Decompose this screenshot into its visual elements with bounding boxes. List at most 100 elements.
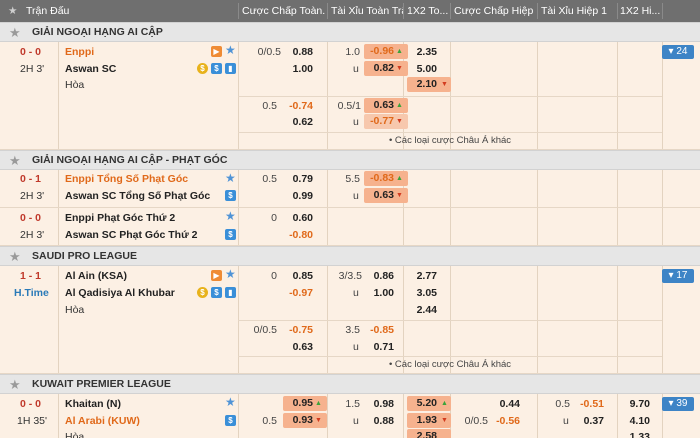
match-time: 2H 3' — [20, 190, 45, 202]
odds-1x2-home[interactable]: 5.20 — [407, 396, 451, 411]
odds-away-h1[interactable]: -0.56 — [496, 415, 520, 427]
dollar-icon[interactable]: $ — [197, 63, 208, 74]
ou-line: 3.5 — [345, 324, 360, 336]
odds-over[interactable]: 0.86 — [373, 270, 394, 282]
more-bets-link[interactable]: • Các loại cược Châu Á khác — [388, 135, 512, 146]
odds-1x2-home[interactable]: 2.35 — [416, 46, 437, 58]
odds-home[interactable]: -0.75 — [289, 324, 313, 336]
odds-home-h1[interactable]: 0.44 — [499, 398, 520, 410]
ou-under-label: u — [353, 116, 359, 128]
more-markets-badge[interactable]: ▾ 24 — [662, 45, 694, 59]
dollar-icon[interactable]: $ — [197, 287, 208, 298]
odds-1x2-away-h1[interactable]: 4.10 — [629, 415, 650, 427]
ou-line: 0.5/1 — [337, 100, 361, 112]
home-team[interactable]: Enppi Tổng Số Phạt Góc — [65, 173, 189, 185]
odds-home[interactable]: 0.95 — [283, 396, 327, 411]
odds-1x2-draw-h1[interactable]: 1.33 — [629, 431, 650, 438]
dollar-icon[interactable]: $ — [225, 229, 236, 240]
dollar-icon[interactable]: $ — [211, 287, 222, 298]
tv-icon[interactable]: ▶ — [211, 270, 222, 281]
odds-home[interactable]: -0.74 — [289, 100, 313, 112]
odds-under[interactable]: -0.77 — [364, 114, 408, 129]
away-team[interactable]: Aswan SC — [65, 63, 117, 75]
star-icon[interactable]: ★ — [9, 249, 21, 264]
handicap-line: 0 — [271, 270, 277, 282]
chart-icon[interactable]: ▮ — [225, 63, 236, 74]
odds-home[interactable]: 0.60 — [292, 212, 313, 224]
away-team[interactable]: Al Arabi (KUW) — [65, 415, 140, 427]
ou-line: 3/3.5 — [338, 270, 362, 282]
ou-under-label: u — [353, 190, 359, 202]
star-icon[interactable]: ★ — [9, 153, 21, 168]
odds-over[interactable]: 0.98 — [373, 398, 394, 410]
odds-under-h1[interactable]: 0.37 — [583, 415, 604, 427]
ou-line-h1: 0.5 — [555, 398, 570, 410]
home-team[interactable]: Khaitan (N) — [65, 398, 121, 410]
league-header[interactable]: ★ SAUDI PRO LEAGUE — [0, 246, 700, 266]
odds-1x2-away[interactable]: 5.00 — [416, 63, 437, 75]
match-score: 0 - 0 — [20, 398, 42, 410]
star-icon[interactable]: ★ — [225, 267, 236, 281]
odds-away[interactable]: 0.99 — [292, 190, 313, 202]
chart-icon[interactable]: ▮ — [225, 287, 236, 298]
odds-home[interactable]: 0.79 — [292, 173, 313, 185]
odds-1x2-home[interactable]: 2.77 — [416, 270, 437, 282]
match-score: 0 - 1 — [20, 173, 42, 185]
odds-under[interactable]: 0.82 — [364, 61, 408, 76]
league-header[interactable]: ★ GIẢI NGOẠI HẠNG AI CẬP — [0, 22, 700, 42]
away-team[interactable]: Aswan SC Phạt Góc Thứ 2 — [65, 229, 198, 241]
odds-away[interactable]: 1.00 — [292, 63, 313, 75]
home-team[interactable]: Al Ain (KSA) — [65, 270, 128, 282]
odds-over-h1[interactable]: -0.51 — [580, 398, 604, 410]
star-icon[interactable]: ★ — [9, 25, 21, 40]
away-team[interactable]: Aswan SC Tổng Số Phạt Góc — [65, 190, 211, 202]
star-icon[interactable]: ★ — [225, 395, 236, 409]
home-team[interactable]: Enppi — [65, 46, 95, 58]
tv-icon[interactable]: ▶ — [211, 46, 222, 57]
away-team[interactable]: Al Qadisiya Al Khubar — [65, 287, 175, 299]
odds-under[interactable]: 0.71 — [373, 341, 394, 353]
odds-away[interactable]: -0.97 — [289, 287, 313, 299]
odds-home[interactable]: 0.85 — [292, 270, 313, 282]
star-icon[interactable]: ★ — [225, 171, 236, 185]
ou-line: 5.5 — [345, 173, 360, 185]
handicap-line: 0/0.5 — [253, 324, 277, 336]
odds-1x2-away[interactable]: 1.93 — [407, 413, 451, 428]
league-header[interactable]: ★ GIẢI NGOẠI HẠNG AI CẬP - PHẠT GÓC — [0, 150, 700, 170]
handicap-line: 0.5 — [262, 100, 277, 112]
star-icon[interactable]: ★ — [225, 43, 236, 57]
odds-over[interactable]: -0.85 — [370, 324, 394, 336]
dollar-icon[interactable]: $ — [225, 190, 236, 201]
more-bets-link[interactable]: • Các loại cược Châu Á khác — [388, 359, 512, 370]
match-row: 0 - 0 1H 35' Khaitan (N) Al Arabi (KUW) … — [0, 394, 700, 438]
odds-home[interactable]: 0.88 — [292, 46, 313, 58]
more-markets-badge[interactable]: ▾ 39 — [662, 397, 694, 411]
league-header[interactable]: ★ KUWAIT PREMIER LEAGUE — [0, 374, 700, 394]
odds-away[interactable]: 0.63 — [292, 341, 313, 353]
odds-away[interactable]: 0.62 — [292, 116, 313, 128]
odds-1x2-draw[interactable]: 2.10 — [407, 77, 451, 92]
odds-1x2-draw[interactable]: 2.58 — [407, 429, 451, 438]
odds-under[interactable]: 0.63 — [364, 188, 408, 203]
star-icon[interactable]: ★ — [9, 377, 21, 392]
odds-over[interactable]: 0.63 — [364, 98, 408, 113]
odds-away[interactable]: -0.80 — [289, 229, 313, 241]
dollar-icon[interactable]: $ — [225, 415, 236, 426]
ou-line: 1.5 — [345, 398, 360, 410]
odds-1x2-draw[interactable]: 2.44 — [416, 304, 437, 316]
ou-under-label-h1: u — [563, 415, 569, 427]
odds-away[interactable]: 0.93 — [283, 413, 327, 428]
odds-over[interactable]: -0.83 — [364, 171, 408, 186]
dollar-icon[interactable]: $ — [211, 63, 222, 74]
star-icon[interactable]: ★ — [225, 209, 236, 223]
odds-1x2-home-h1[interactable]: 9.70 — [629, 398, 650, 410]
match-row: 0 - 1 2H 3' Enppi Tổng Số Phạt Góc Aswan… — [0, 170, 700, 208]
odds-1x2-away[interactable]: 3.05 — [416, 287, 437, 299]
odds-under[interactable]: 1.00 — [373, 287, 394, 299]
draw-label: Hòa — [65, 79, 85, 91]
league-name: SAUDI PRO LEAGUE — [32, 250, 138, 262]
more-markets-badge[interactable]: ▾ 17 — [662, 269, 694, 283]
home-team[interactable]: Enppi Phạt Góc Thứ 2 — [65, 212, 176, 224]
odds-under[interactable]: 0.88 — [373, 415, 394, 427]
odds-over[interactable]: -0.96 — [364, 44, 408, 59]
